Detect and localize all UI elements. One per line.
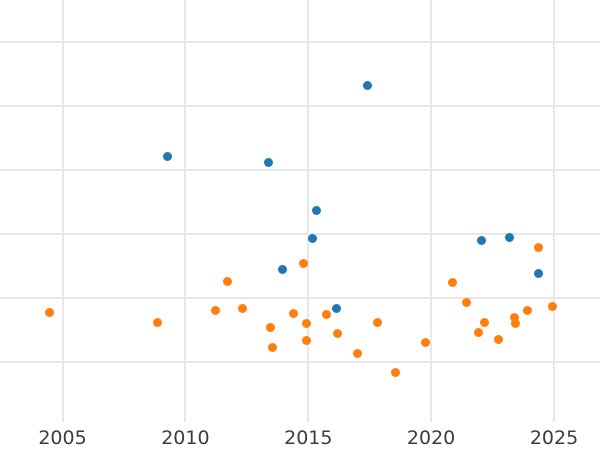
data-point-blue bbox=[504, 232, 514, 242]
gridline-horizontal bbox=[0, 361, 600, 364]
data-point-orange bbox=[321, 309, 331, 319]
data-point-orange bbox=[301, 335, 311, 345]
gridline-horizontal bbox=[0, 104, 600, 107]
x-tick-label: 2015 bbox=[284, 427, 333, 449]
data-point-orange bbox=[493, 334, 503, 344]
data-point-orange bbox=[547, 301, 557, 311]
data-point-orange bbox=[332, 328, 342, 338]
data-point-orange bbox=[522, 305, 532, 315]
data-point-orange bbox=[210, 305, 220, 315]
gridline-vertical bbox=[184, 0, 187, 422]
data-point-orange bbox=[222, 276, 232, 286]
data-point-blue bbox=[311, 205, 321, 215]
data-point-orange bbox=[509, 312, 519, 322]
data-point-orange bbox=[301, 318, 311, 328]
gridline-horizontal bbox=[0, 168, 600, 171]
gridline-vertical bbox=[553, 0, 555, 422]
data-point-orange bbox=[288, 308, 298, 318]
data-point-orange bbox=[447, 277, 457, 287]
data-point-orange bbox=[533, 242, 543, 252]
gridline-horizontal bbox=[0, 297, 600, 300]
gridline-horizontal bbox=[0, 40, 600, 43]
data-point-blue bbox=[533, 268, 543, 278]
data-point-blue bbox=[162, 151, 172, 161]
data-point-blue bbox=[331, 303, 341, 313]
data-point-blue bbox=[476, 235, 486, 245]
data-point-orange bbox=[510, 318, 520, 328]
data-point-orange bbox=[479, 317, 489, 327]
data-point-orange bbox=[267, 342, 277, 352]
data-point-orange bbox=[298, 258, 308, 268]
data-point-orange bbox=[265, 322, 275, 332]
data-point-orange bbox=[461, 297, 471, 307]
data-point-blue bbox=[277, 264, 287, 274]
data-point-orange bbox=[390, 367, 400, 377]
data-point-orange bbox=[473, 327, 483, 337]
x-tick-label: 2025 bbox=[529, 427, 579, 449]
data-point-blue bbox=[263, 157, 273, 167]
x-tick-label: 2020 bbox=[406, 427, 456, 449]
data-point-orange bbox=[237, 303, 247, 313]
gridline-horizontal bbox=[0, 232, 600, 235]
x-tick-label: 2010 bbox=[161, 427, 210, 449]
data-point-blue bbox=[307, 233, 317, 243]
data-point-orange bbox=[372, 317, 382, 327]
data-point-blue bbox=[362, 80, 372, 90]
gridline-vertical bbox=[307, 0, 310, 422]
gridline-vertical bbox=[61, 0, 64, 422]
data-point-orange bbox=[352, 348, 362, 358]
data-point-orange bbox=[420, 337, 430, 347]
data-point-orange bbox=[152, 317, 162, 327]
data-point-orange bbox=[44, 307, 54, 317]
gridline-vertical bbox=[430, 0, 433, 422]
x-tick-label: 2005 bbox=[38, 427, 87, 449]
